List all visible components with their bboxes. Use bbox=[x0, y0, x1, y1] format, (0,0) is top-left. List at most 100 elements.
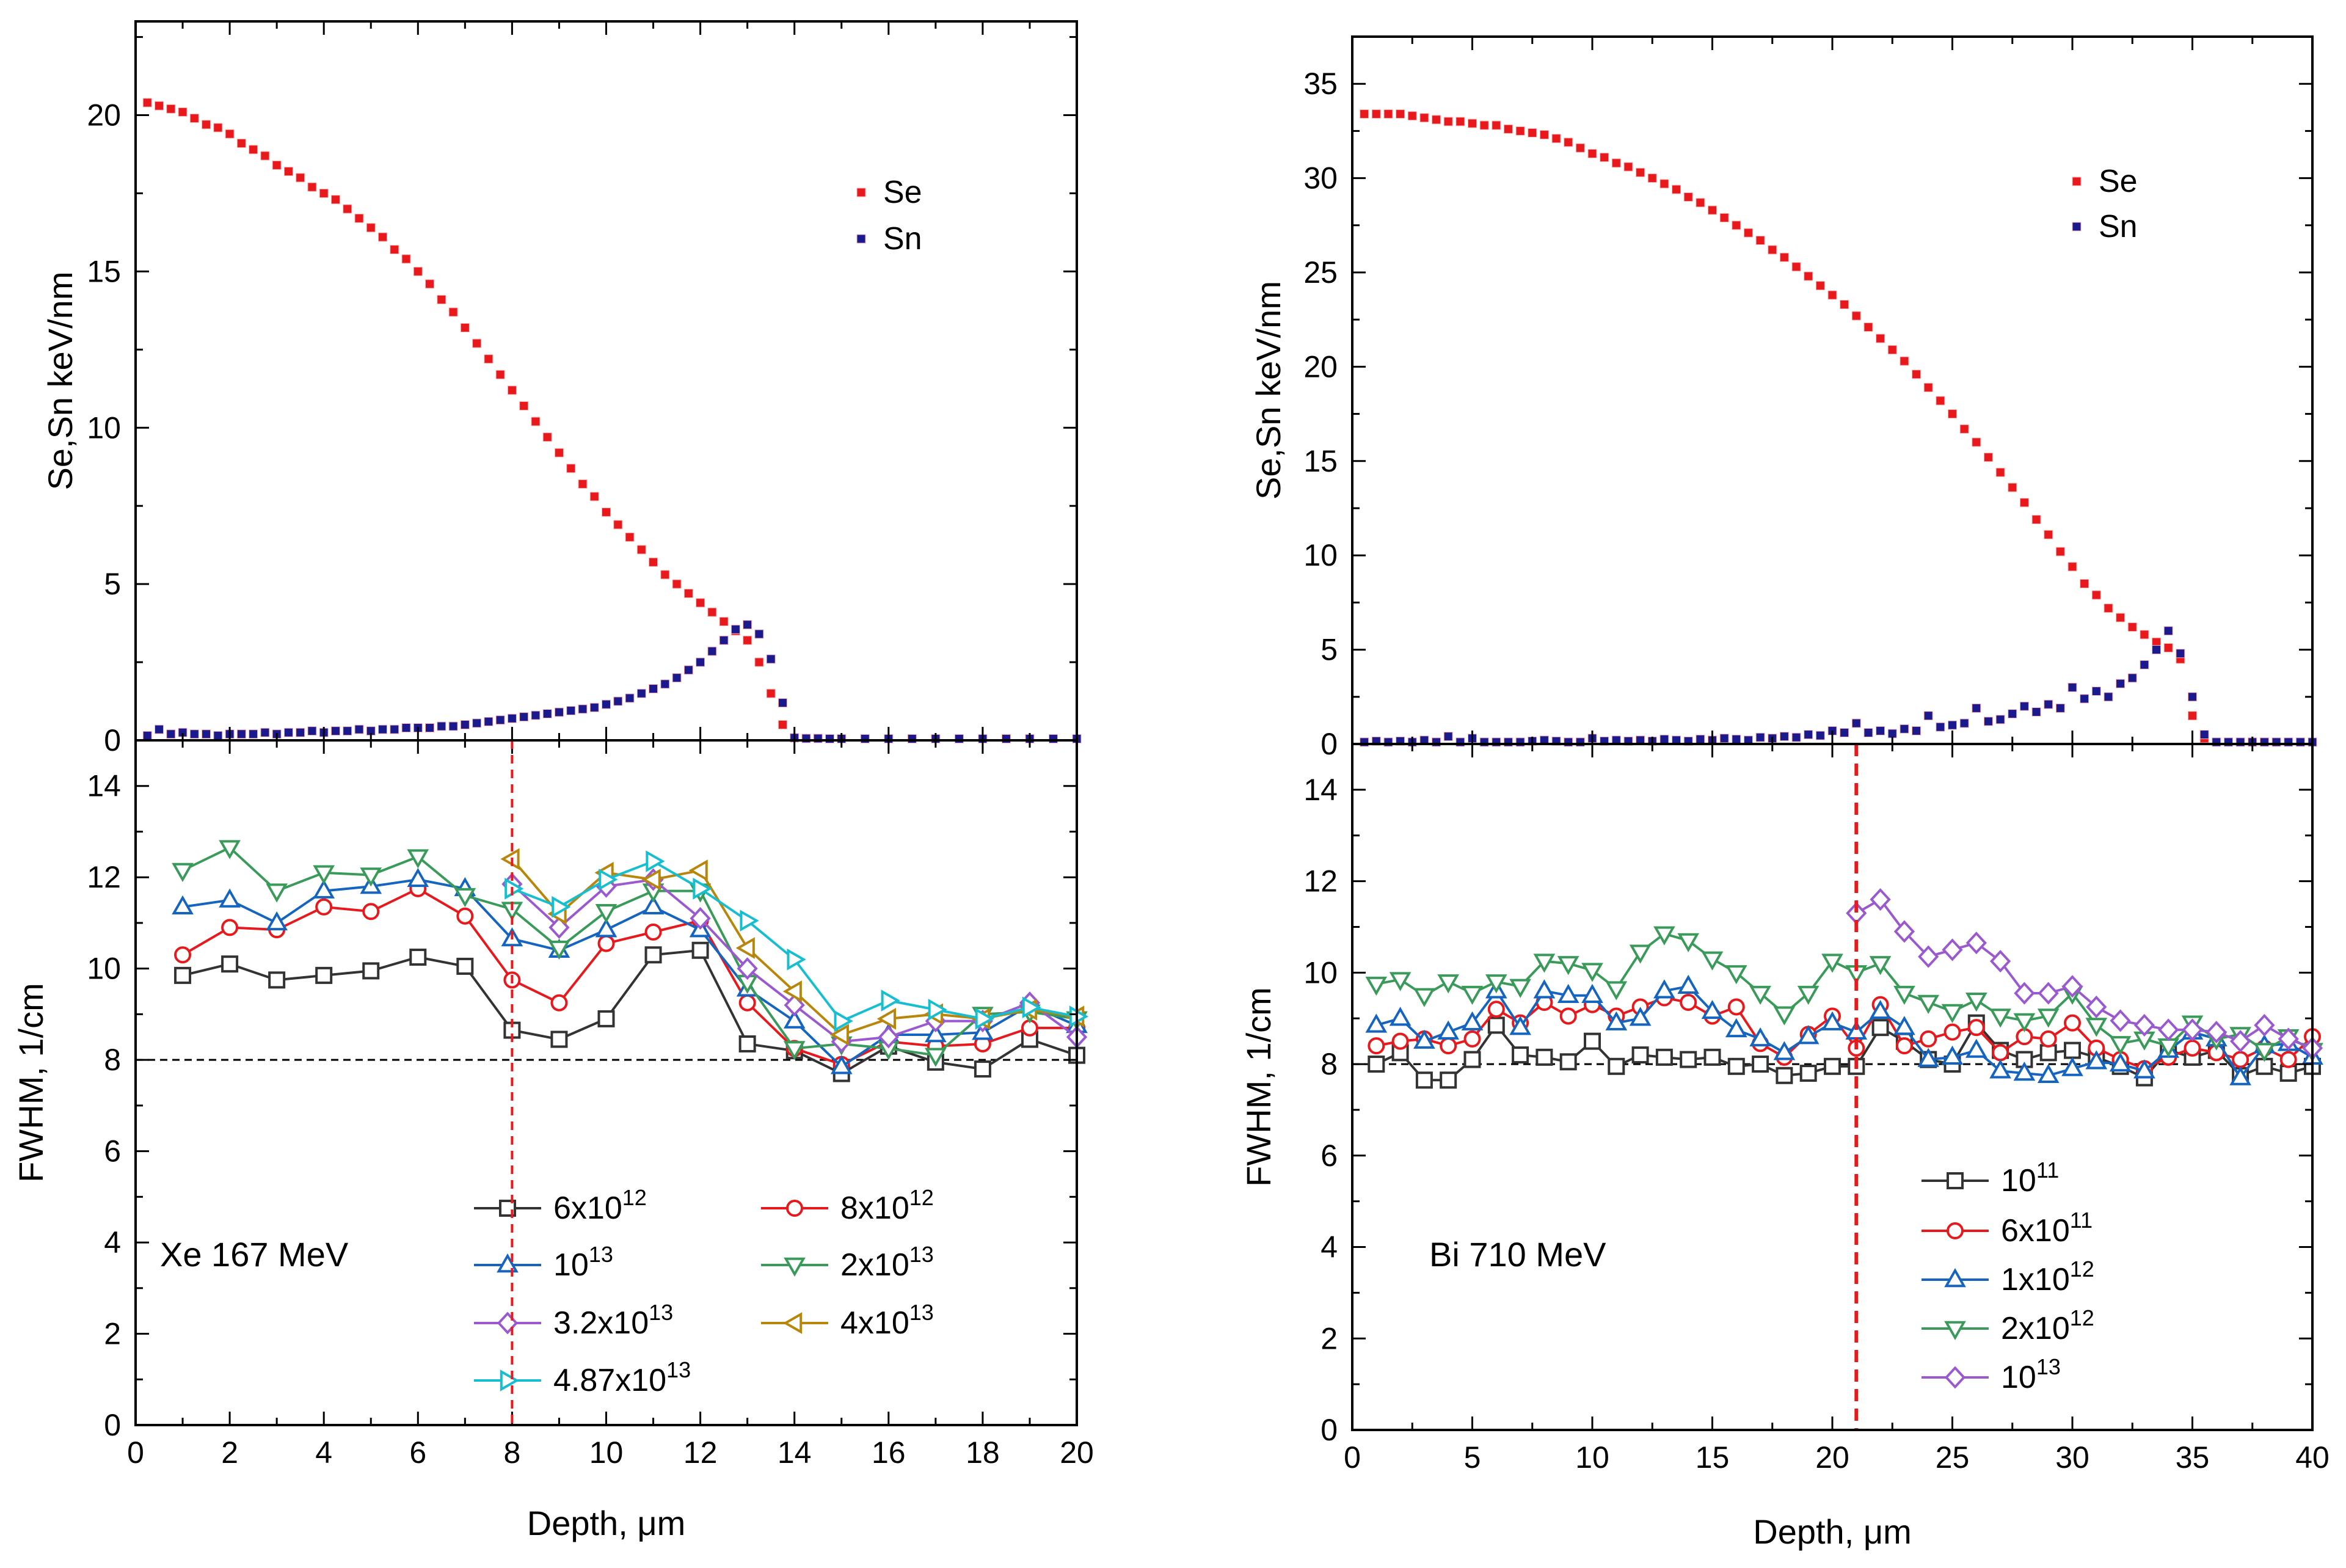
legend-label: 1x1012 bbox=[2001, 1256, 2094, 1297]
data-point bbox=[343, 204, 352, 214]
data-point bbox=[413, 266, 423, 276]
data-point bbox=[2091, 590, 2101, 600]
data-point bbox=[219, 888, 241, 908]
legend-marker bbox=[1944, 1267, 1966, 1288]
data-point bbox=[672, 579, 682, 589]
data-point bbox=[2158, 1018, 2179, 1041]
data-point bbox=[2278, 1027, 2299, 1051]
data-point bbox=[2080, 579, 2089, 589]
data-point bbox=[1479, 120, 1489, 130]
data-point bbox=[1972, 703, 1981, 713]
right_top-plot bbox=[1360, 109, 2317, 747]
legend-marker bbox=[497, 1253, 519, 1273]
data-point bbox=[1779, 732, 1789, 742]
legend-label-sup: 13 bbox=[2036, 1354, 2061, 1379]
data-point bbox=[1551, 134, 1561, 144]
data-point bbox=[625, 532, 635, 542]
data-point bbox=[2253, 1043, 2276, 1062]
data-point bbox=[2229, 1066, 2251, 1085]
legend-marker bbox=[856, 188, 866, 197]
data-point bbox=[1413, 988, 1435, 1007]
data-point bbox=[649, 684, 658, 694]
data-point bbox=[409, 948, 427, 966]
data-point bbox=[1923, 382, 1933, 392]
series-line bbox=[1375, 996, 2314, 1070]
data-point bbox=[1443, 732, 1453, 742]
x-tick-label: 12 bbox=[683, 1435, 718, 1470]
legend-label: 6x1011 bbox=[2001, 1208, 2093, 1249]
data-point bbox=[1755, 236, 1765, 246]
data-point bbox=[1983, 453, 1993, 462]
data-point bbox=[1840, 727, 1849, 737]
data-point bbox=[354, 724, 364, 734]
right_top-legend: Se Sn bbox=[2072, 164, 2138, 244]
data-point bbox=[1653, 926, 1675, 946]
data-point bbox=[1515, 126, 1525, 136]
data-point bbox=[644, 946, 662, 964]
data-point bbox=[1797, 1025, 1820, 1045]
data-point bbox=[1876, 726, 1885, 735]
legend-item: 1x1012 bbox=[1922, 1256, 2094, 1297]
data-point bbox=[425, 279, 435, 289]
data-point bbox=[378, 232, 388, 242]
data-point bbox=[296, 727, 305, 737]
legend-label: Se bbox=[2099, 164, 2138, 199]
data-point bbox=[460, 323, 470, 333]
series-2x10 bbox=[1365, 926, 2323, 1062]
data-point bbox=[1941, 1004, 1964, 1024]
legend-label-main: 8x10 bbox=[840, 1191, 909, 1226]
x-tick-label: 8 bbox=[503, 1435, 520, 1470]
data-point bbox=[519, 712, 529, 722]
data-point bbox=[1653, 979, 1675, 999]
data-point bbox=[754, 629, 764, 639]
data-point bbox=[1989, 1008, 2011, 1028]
data-point bbox=[660, 679, 670, 689]
data-point bbox=[390, 245, 399, 255]
series-line bbox=[1375, 932, 2313, 1052]
legend-item: 6x1012 bbox=[474, 1185, 647, 1226]
data-point bbox=[1584, 1032, 1601, 1050]
data-point bbox=[876, 1008, 896, 1030]
legend-marker bbox=[782, 1312, 803, 1334]
data-point bbox=[974, 1060, 991, 1078]
data-point bbox=[366, 223, 376, 233]
legend-item: 8x1012 bbox=[761, 1185, 934, 1226]
data-point bbox=[1948, 720, 1957, 730]
legend-item: 6x1011 bbox=[1922, 1208, 2093, 1249]
data-point bbox=[778, 720, 787, 729]
data-point bbox=[505, 878, 524, 900]
data-point bbox=[735, 937, 755, 959]
data-point bbox=[401, 254, 411, 264]
right_bottom-ticks: 0 5 10 15 20 25 30 35 40 0 2 4 6 8 10 12 14 Depth, μm FWHM… bbox=[1239, 743, 2330, 1551]
data-point bbox=[613, 696, 623, 706]
data-point bbox=[2055, 547, 2065, 556]
data-point bbox=[1895, 1037, 1913, 1055]
data-point bbox=[2031, 707, 2041, 717]
data-point bbox=[1840, 299, 1849, 309]
y-tick-label: 20 bbox=[87, 98, 121, 133]
data-point bbox=[1708, 205, 1717, 215]
legend-label: 1011 bbox=[2001, 1158, 2059, 1198]
data-point bbox=[1368, 1037, 1385, 1055]
data-point bbox=[641, 869, 661, 891]
data-point bbox=[1605, 1011, 1628, 1030]
data-point bbox=[307, 182, 317, 192]
data-point bbox=[1995, 715, 2005, 724]
data-point bbox=[642, 895, 665, 914]
data-point bbox=[1965, 932, 1987, 955]
data-point bbox=[1887, 729, 1897, 738]
data-point bbox=[495, 715, 505, 725]
data-point bbox=[390, 724, 399, 734]
data-point bbox=[1900, 356, 1909, 366]
legend-label: Sn bbox=[2099, 209, 2138, 244]
data-point bbox=[1701, 999, 1724, 1019]
data-point bbox=[1528, 128, 1537, 137]
data-point bbox=[266, 883, 288, 903]
data-point bbox=[595, 904, 617, 924]
data-point bbox=[1943, 1023, 1961, 1041]
legend-label-main: 1x10 bbox=[2001, 1262, 2070, 1297]
data-point bbox=[2163, 626, 2173, 636]
data-point bbox=[202, 729, 211, 739]
data-point bbox=[1600, 153, 1609, 162]
data-point bbox=[1815, 281, 1825, 291]
